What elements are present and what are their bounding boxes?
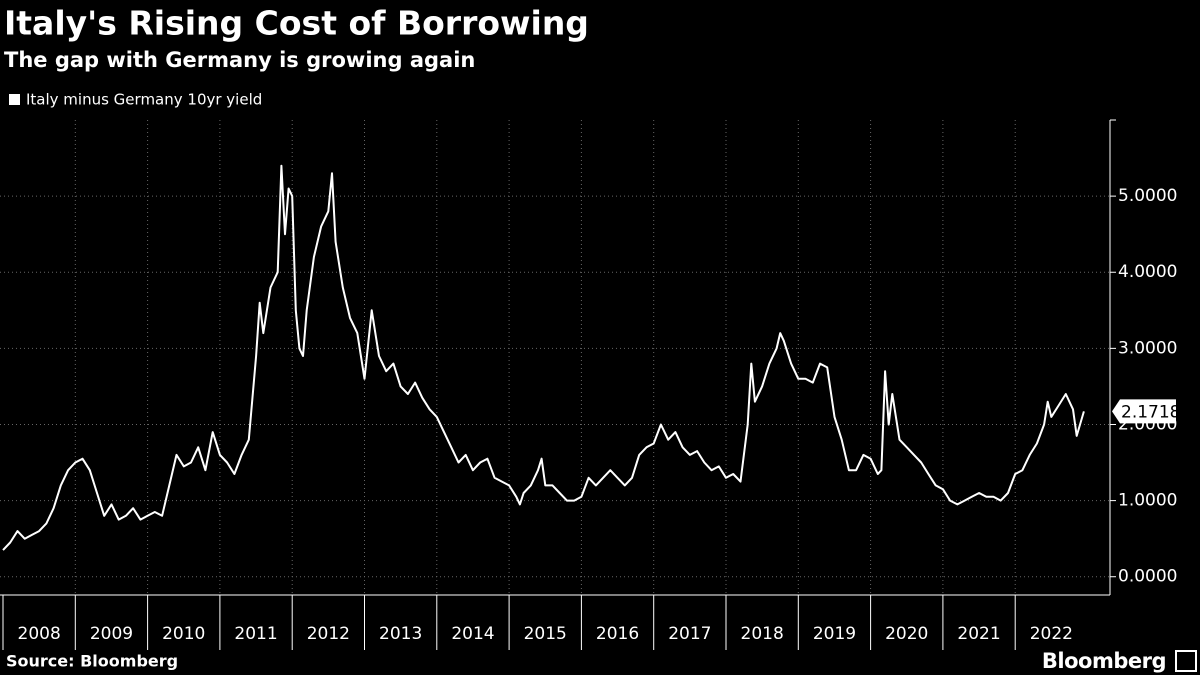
x-tick-label: 2010 bbox=[162, 624, 205, 644]
y-tick-label: 1.0000 bbox=[1118, 491, 1177, 511]
x-tick-label: 2022 bbox=[1030, 624, 1073, 644]
brand: Bloomberg bbox=[1042, 649, 1166, 673]
x-tick-label: 2008 bbox=[18, 624, 61, 644]
series-line bbox=[2, 164, 1085, 551]
x-tick-label: 2014 bbox=[451, 624, 494, 644]
x-tick-label: 2013 bbox=[379, 624, 422, 644]
chart-subtitle: The gap with Germany is growing again bbox=[4, 48, 475, 72]
legend-label: Italy minus Germany 10yr yield bbox=[26, 91, 262, 109]
x-tick-label: 2020 bbox=[885, 624, 928, 644]
x-tick-label: 2015 bbox=[524, 624, 567, 644]
x-tick-label: 2016 bbox=[596, 624, 639, 644]
legend-swatch bbox=[9, 94, 20, 105]
y-tick-label: 3.0000 bbox=[1118, 338, 1177, 358]
x-tick-label: 2019 bbox=[813, 624, 856, 644]
y-tick-label: 5.0000 bbox=[1118, 186, 1177, 206]
x-tick-label: 2011 bbox=[234, 624, 277, 644]
x-tick-label: 2017 bbox=[668, 624, 711, 644]
x-tick-label: 2009 bbox=[90, 624, 133, 644]
x-tick-label: 2018 bbox=[741, 624, 784, 644]
chart-title: Italy's Rising Cost of Borrowing bbox=[4, 4, 589, 43]
end-label-box bbox=[1112, 399, 1176, 424]
y-tick-label: 4.0000 bbox=[1118, 262, 1177, 282]
x-tick-label: 2021 bbox=[957, 624, 1000, 644]
brand-icon bbox=[1175, 650, 1197, 672]
source: Source: Bloomberg bbox=[6, 652, 178, 671]
x-tick-label: 2012 bbox=[307, 624, 350, 644]
y-tick-label: 0.0000 bbox=[1118, 567, 1177, 587]
end-label: 2.1718 bbox=[1121, 402, 1180, 422]
